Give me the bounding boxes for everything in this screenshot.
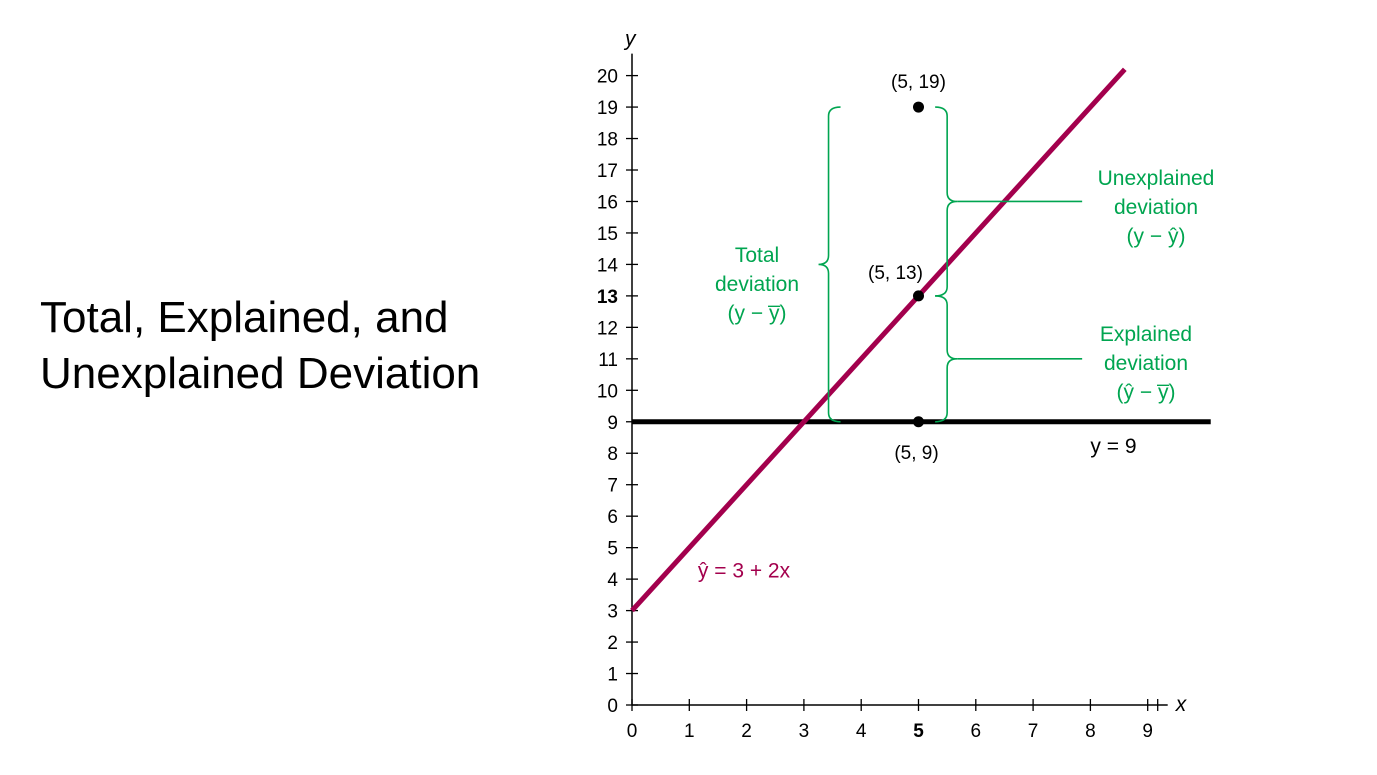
y-tick-label-17: 17 xyxy=(597,161,618,182)
y-tick-label-9: 9 xyxy=(607,413,618,434)
y-tick-label-12: 12 xyxy=(597,318,618,339)
x-tick-label-9: 9 xyxy=(1142,721,1153,742)
y-tick-label-13: 13 xyxy=(597,287,618,308)
y-tick-label-15: 15 xyxy=(597,224,618,245)
y-tick-label-8: 8 xyxy=(607,444,618,465)
slide-title-line-2: Unexplained Deviation xyxy=(40,349,481,398)
x-tick-label-4: 4 xyxy=(856,721,867,742)
total-deviation-label-3: (y − y̅) xyxy=(728,302,787,325)
y-tick-label-10: 10 xyxy=(597,381,618,402)
x-tick-label-8: 8 xyxy=(1085,721,1096,742)
unexplained-deviation-label-2: deviation xyxy=(1114,196,1198,219)
chart-points xyxy=(913,101,924,428)
data-point-label-1: (5, 19) xyxy=(891,72,946,93)
y-tick-label-6: 6 xyxy=(607,507,618,528)
chart-labels: ŷ = 3 + 2x y = 9 Total deviation (y − y̅) Une… xyxy=(698,72,1214,582)
total-deviation-label-2: deviation xyxy=(715,273,799,296)
total-deviation-brace xyxy=(818,106,841,423)
y-tick-label-7: 7 xyxy=(607,476,618,497)
x-tick-label-3: 3 xyxy=(799,721,810,742)
mean-line-label: y = 9 xyxy=(1090,435,1136,458)
slide-title-line-1: Total, Explained, and xyxy=(40,293,449,342)
y-tick-label-20: 20 xyxy=(597,67,618,88)
data-point-2 xyxy=(913,290,924,302)
unexplained-deviation-label-1: Unexplained xyxy=(1098,167,1215,190)
data-point-3 xyxy=(913,416,924,428)
y-tick-label-14: 14 xyxy=(597,255,619,276)
x-tick-label-2: 2 xyxy=(741,721,752,742)
regression-equation-label: ŷ = 3 + 2x xyxy=(698,560,791,583)
explained-deviation-label-3: (ŷ − y̅) xyxy=(1117,381,1176,404)
y-tick-label-19: 19 xyxy=(597,98,618,119)
y-axis-label: y xyxy=(623,28,637,51)
chart-axes: xy0 1 2 3 4 5 6 7 8 90123456789101112131415161718… xyxy=(597,28,1188,742)
y-tick-label-2: 2 xyxy=(607,633,618,654)
x-tick-label-5: 5 xyxy=(913,721,924,742)
x-tick-label-1: 1 xyxy=(684,721,695,742)
y-tick-label-1: 1 xyxy=(607,665,618,686)
y-tick-label-16: 16 xyxy=(597,192,618,213)
deviation-braces xyxy=(818,106,1083,423)
regression-line xyxy=(630,67,1127,613)
data-point-label-3: (5, 9) xyxy=(894,443,938,464)
x-tick-label-7: 7 xyxy=(1028,721,1039,742)
x-axis-label: x xyxy=(1175,693,1188,716)
y-tick-label-0: 0 xyxy=(607,696,618,717)
total-deviation-label-1: Total xyxy=(735,244,779,267)
slide-title: Total, Explained, and Unexplained Deviat… xyxy=(40,290,480,402)
y-tick-label-11: 11 xyxy=(598,350,618,371)
data-point-label-2: (5, 13) xyxy=(868,263,923,284)
y-tick-label-18: 18 xyxy=(597,130,618,151)
explained-deviation-brace xyxy=(935,295,958,423)
y-tick-label-4: 4 xyxy=(607,570,618,591)
unexplained-deviation-label-3: (y − ŷ) xyxy=(1127,225,1186,248)
data-point-1 xyxy=(913,101,924,113)
y-tick-label-5: 5 xyxy=(607,539,618,560)
y-tick-label-3: 3 xyxy=(607,602,618,623)
x-tick-label-0: 0 xyxy=(627,721,638,742)
explained-deviation-label-2: deviation xyxy=(1104,352,1188,375)
explained-deviation-label-1: Explained xyxy=(1100,323,1192,346)
x-tick-label-6: 6 xyxy=(971,721,982,742)
